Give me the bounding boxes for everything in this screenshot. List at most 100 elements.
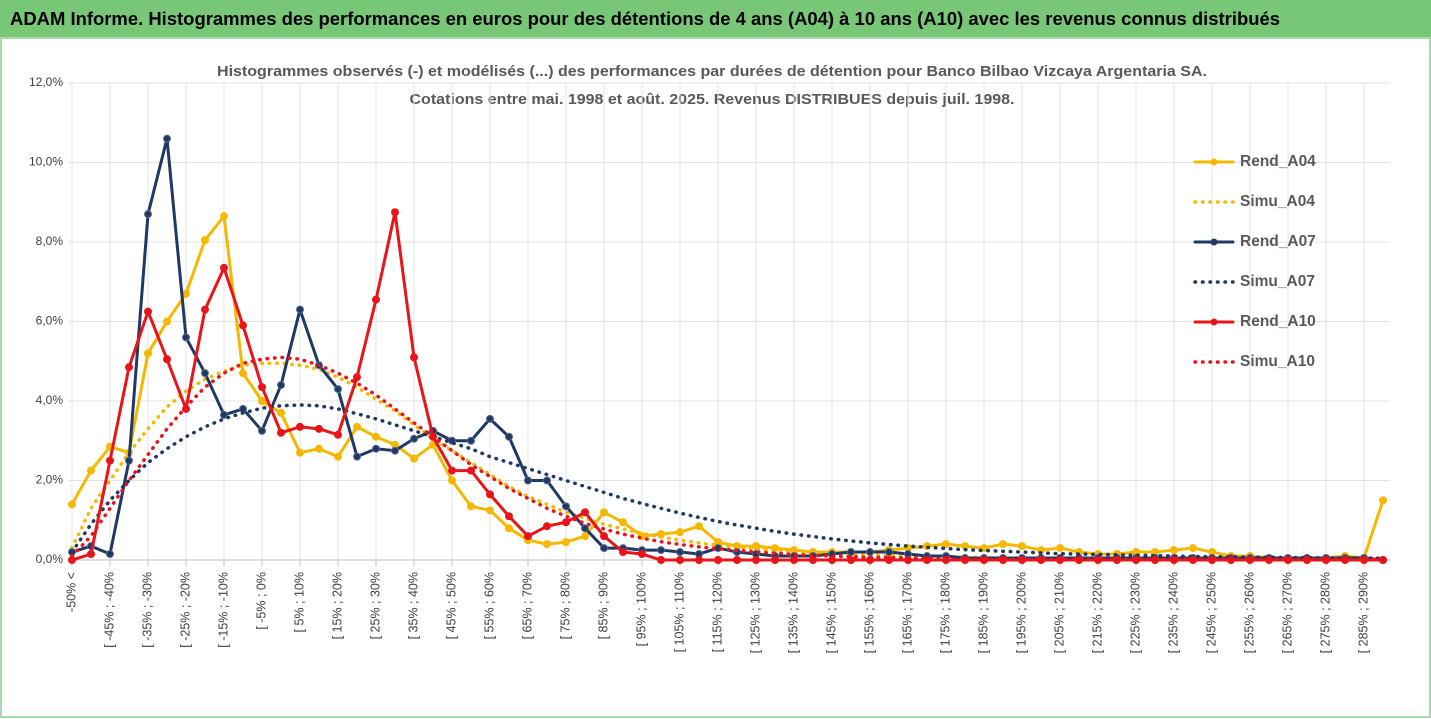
point bbox=[258, 426, 266, 435]
point bbox=[296, 305, 304, 314]
legend-label: Simu_A04 bbox=[1240, 193, 1315, 210]
legend-label: Simu_A10 bbox=[1240, 353, 1315, 370]
point bbox=[600, 544, 608, 553]
point bbox=[733, 556, 741, 564]
x-tick-label: [ 165% ; 170% bbox=[900, 572, 914, 653]
point bbox=[657, 546, 665, 555]
point bbox=[353, 422, 361, 431]
observed-line bbox=[70, 137, 1385, 562]
point bbox=[163, 134, 171, 143]
x-tick-label: [ 255% ; 260% bbox=[1242, 572, 1256, 653]
header-bar bbox=[0, 0, 1431, 38]
x-tick-label: [ 135% ; 140% bbox=[786, 572, 800, 653]
point bbox=[220, 212, 228, 221]
y-tick-label: 12,0% bbox=[29, 75, 63, 89]
observed-line bbox=[70, 210, 1385, 562]
point bbox=[372, 432, 380, 441]
point bbox=[524, 476, 532, 485]
x-tick-label: [ 185% ; 190% bbox=[976, 572, 990, 653]
point bbox=[638, 550, 646, 559]
point bbox=[448, 476, 456, 485]
x-tick-label: [ 215% ; 220% bbox=[1090, 572, 1104, 653]
point bbox=[752, 556, 760, 564]
point bbox=[106, 550, 114, 559]
point bbox=[296, 448, 304, 457]
point bbox=[486, 414, 494, 423]
x-tick-label: [ 225% ; 230% bbox=[1128, 572, 1142, 653]
point bbox=[277, 408, 285, 417]
point bbox=[1379, 496, 1387, 505]
x-tick-label: [ 85% ; 90% bbox=[596, 572, 610, 639]
y-tick-label: 8,0% bbox=[36, 234, 64, 248]
point bbox=[543, 540, 551, 549]
point bbox=[809, 556, 817, 564]
point bbox=[505, 512, 513, 521]
point bbox=[714, 556, 722, 564]
point bbox=[144, 210, 152, 219]
point bbox=[562, 502, 570, 511]
point bbox=[543, 522, 551, 531]
point bbox=[87, 550, 95, 559]
x-tick-label: [ 245% ; 250% bbox=[1204, 572, 1218, 653]
point bbox=[163, 317, 171, 326]
x-tick-label: [ -35% ; -30% bbox=[140, 572, 154, 648]
point bbox=[334, 430, 342, 439]
point bbox=[505, 524, 513, 533]
point bbox=[201, 305, 209, 314]
frame bbox=[0, 37, 1431, 718]
point bbox=[467, 502, 475, 511]
x-tick-label: [ 95% ; 100% bbox=[634, 572, 648, 646]
point bbox=[771, 556, 779, 564]
point bbox=[1170, 546, 1178, 555]
point bbox=[676, 528, 684, 537]
y-tick-label: 0,0% bbox=[36, 552, 64, 566]
x-tick-label: [ 15% ; 20% bbox=[330, 572, 344, 639]
x-tick-label: [ 275% ; 280% bbox=[1318, 572, 1332, 653]
point bbox=[847, 548, 855, 557]
point bbox=[543, 476, 551, 485]
point bbox=[410, 434, 418, 443]
point bbox=[106, 456, 114, 465]
point bbox=[125, 456, 133, 465]
x-tick-label: -50% < bbox=[64, 572, 78, 612]
legend-label: Simu_A07 bbox=[1240, 273, 1315, 290]
legend-marker bbox=[1210, 318, 1218, 326]
chart-title: Histogrammes observés (-) et modélisés (… bbox=[217, 63, 1207, 80]
x-tick-label: [ -5% ; 0% bbox=[254, 572, 268, 630]
point bbox=[1018, 542, 1026, 551]
x-tick-label: [ 155% ; 160% bbox=[862, 572, 876, 653]
point bbox=[258, 397, 266, 405]
legend-marker bbox=[1210, 238, 1218, 246]
point bbox=[277, 381, 285, 390]
point bbox=[372, 444, 380, 453]
model-line bbox=[70, 403, 1385, 561]
point bbox=[315, 444, 323, 453]
legend-marker bbox=[1210, 158, 1218, 166]
x-tick-label: [ 35% ; 40% bbox=[406, 572, 420, 639]
point bbox=[144, 307, 152, 316]
point bbox=[486, 490, 494, 499]
y-tick-label: 6,0% bbox=[36, 314, 64, 328]
point bbox=[410, 353, 418, 362]
model-line bbox=[70, 361, 1385, 561]
x-tick-label: [ 265% ; 270% bbox=[1280, 572, 1294, 653]
point bbox=[619, 518, 627, 527]
model-line bbox=[70, 355, 1385, 561]
point bbox=[220, 410, 228, 419]
point bbox=[182, 333, 190, 342]
point bbox=[790, 556, 798, 564]
point bbox=[676, 556, 684, 564]
point bbox=[695, 522, 703, 531]
point bbox=[676, 548, 684, 557]
x-tick-label: [ 145% ; 150% bbox=[824, 572, 838, 653]
x-tick-label: [ 235% ; 240% bbox=[1166, 572, 1180, 653]
y-tick-label: 2,0% bbox=[36, 473, 64, 487]
point bbox=[258, 383, 266, 392]
point bbox=[657, 556, 665, 564]
point bbox=[239, 369, 247, 378]
point bbox=[315, 424, 323, 433]
point bbox=[201, 369, 209, 378]
point bbox=[942, 540, 950, 549]
point bbox=[144, 349, 152, 358]
